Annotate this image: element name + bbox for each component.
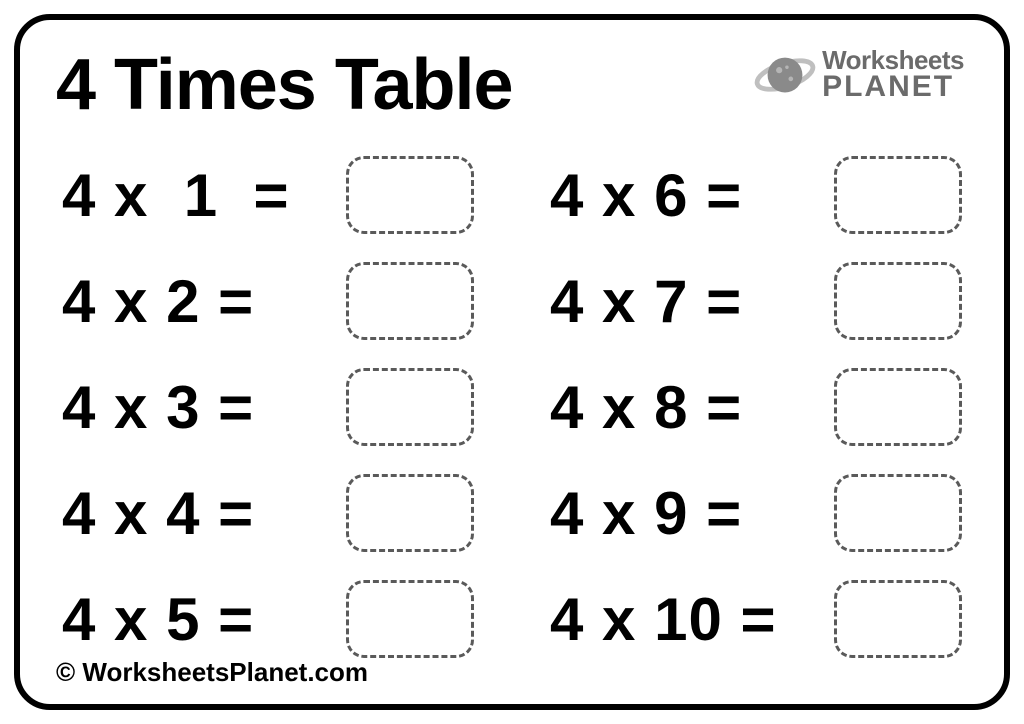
equations-grid: 4 x 1 = 4 x 2 = 4 x 3 = 4 x 4 = 4 x 5 = (56, 160, 968, 654)
equation-text: 4 x 1 = (62, 161, 342, 230)
equation-row: 4 x 2 = (62, 266, 474, 336)
copyright-footer: © WorksheetsPlanet.com (56, 657, 368, 688)
equation-text: 4 x 7 = (550, 267, 830, 336)
equation-text: 4 x 4 = (62, 479, 342, 548)
equation-row: 4 x 10 = (550, 584, 962, 654)
answer-box[interactable] (834, 368, 962, 446)
equation-text: 4 x 2 = (62, 267, 342, 336)
brand-logo-line2: PLANET (822, 73, 964, 101)
answer-box[interactable] (346, 368, 474, 446)
answer-box[interactable] (346, 474, 474, 552)
equation-row: 4 x 7 = (550, 266, 962, 336)
page-title: 4 Times Table (56, 44, 513, 126)
equation-row: 4 x 9 = (550, 478, 962, 548)
equation-row: 4 x 5 = (62, 584, 474, 654)
equation-row: 4 x 4 = (62, 478, 474, 548)
answer-box[interactable] (834, 474, 962, 552)
answer-box[interactable] (834, 580, 962, 658)
answer-box[interactable] (346, 156, 474, 234)
equation-row: 4 x 6 = (550, 160, 962, 230)
equation-row: 4 x 3 = (62, 372, 474, 442)
header: 4 Times Table Worksheets PLANET (56, 40, 968, 126)
equation-row: 4 x 1 = (62, 160, 474, 230)
brand-logo-text: Worksheets PLANET (822, 49, 964, 101)
equation-text: 4 x 5 = (62, 585, 342, 654)
equation-row: 4 x 8 = (550, 372, 962, 442)
equations-column-right: 4 x 6 = 4 x 7 = 4 x 8 = 4 x 9 = 4 x 10 = (550, 160, 962, 654)
answer-box[interactable] (834, 156, 962, 234)
answer-box[interactable] (346, 262, 474, 340)
brand-logo: Worksheets PLANET (754, 44, 964, 106)
answer-box[interactable] (346, 580, 474, 658)
answer-box[interactable] (834, 262, 962, 340)
equation-text: 4 x 9 = (550, 479, 830, 548)
equations-column-left: 4 x 1 = 4 x 2 = 4 x 3 = 4 x 4 = 4 x 5 = (62, 160, 474, 654)
planet-icon (754, 44, 816, 106)
equation-text: 4 x 10 = (550, 585, 830, 654)
equation-text: 4 x 6 = (550, 161, 830, 230)
worksheet-card: 4 Times Table Worksheets PLANET 4 x 1 = (14, 14, 1010, 710)
equation-text: 4 x 8 = (550, 373, 830, 442)
equation-text: 4 x 3 = (62, 373, 342, 442)
